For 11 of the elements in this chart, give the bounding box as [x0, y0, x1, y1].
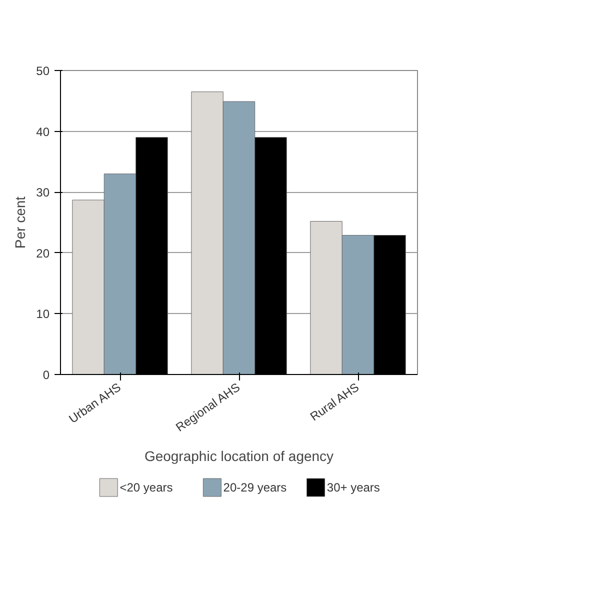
legend-label: 20-29 years	[223, 480, 287, 494]
y-tick-label: 40	[36, 124, 50, 139]
y-axis-title: Per cent	[12, 196, 28, 249]
legend-label: <20 years	[120, 480, 173, 494]
y-tick-label: 20	[36, 246, 50, 260]
legend-label: 30+ years	[326, 480, 380, 494]
y-tick-label: 30	[36, 186, 50, 200]
x-axis-title: Geographic location of agency	[144, 448, 334, 464]
y-tick-label: 50	[36, 64, 50, 78]
y-tick-label: 0	[42, 368, 50, 382]
y-tick-label: 10	[36, 307, 50, 322]
